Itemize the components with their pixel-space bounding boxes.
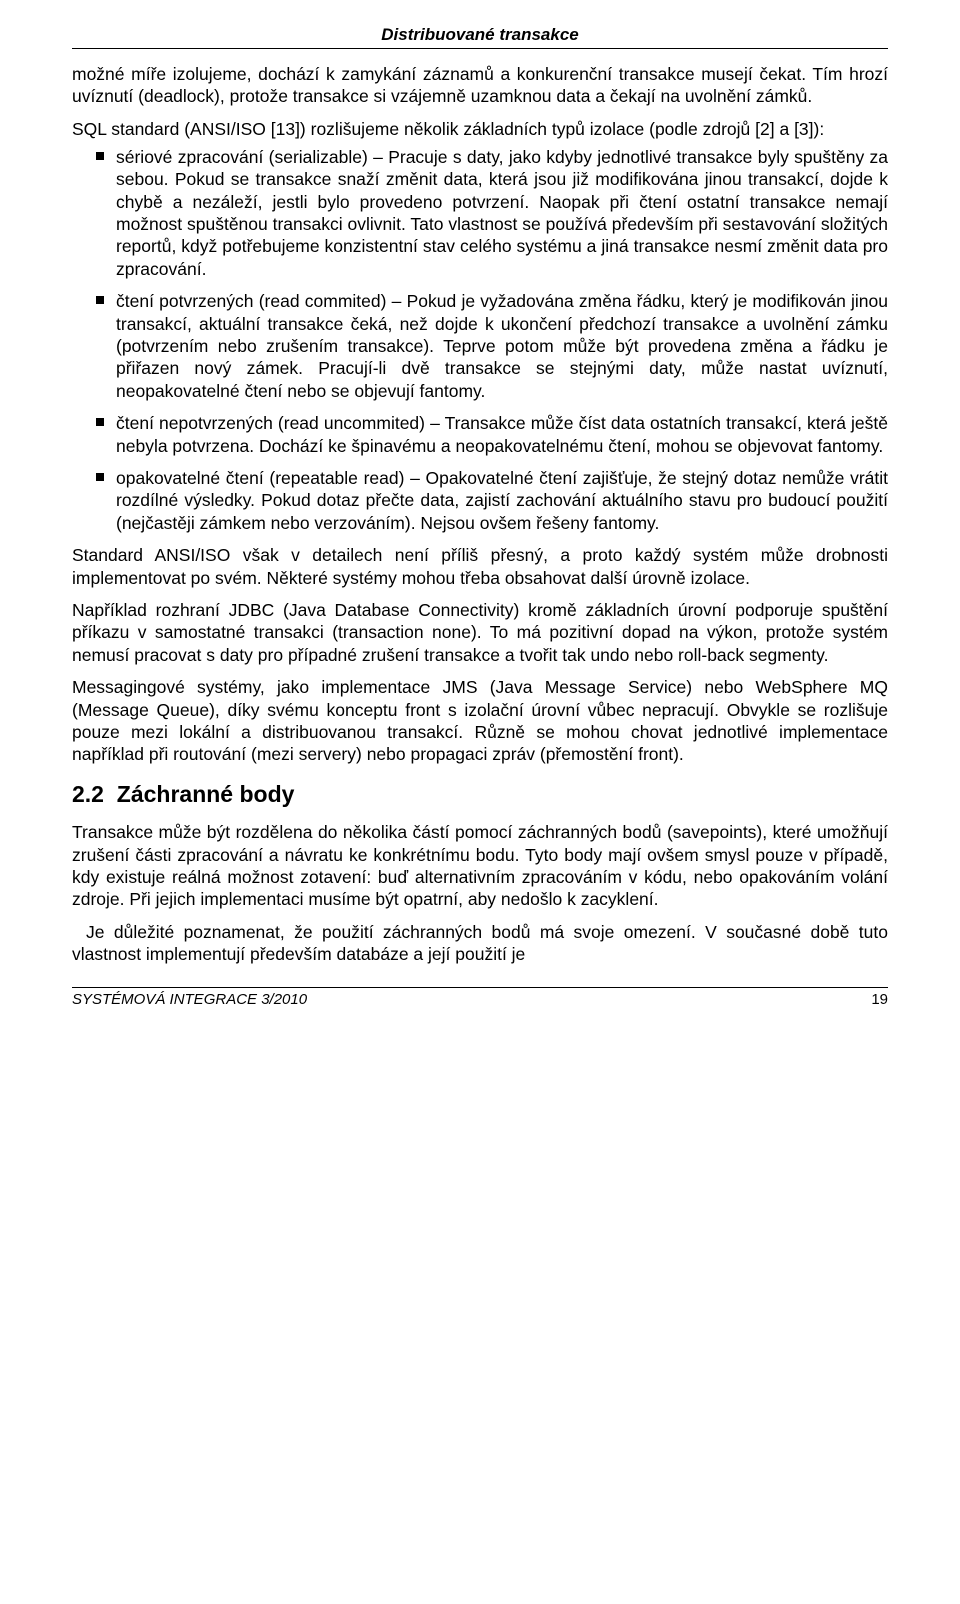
list-item: sériové zpracování (serializable) – Prac… [72,146,888,280]
paragraph-sql-lead: SQL standard (ANSI/ISO [13]) rozlišujeme… [72,118,888,140]
footer-journal: SYSTÉMOVÁ INTEGRACE 3/2010 [72,990,307,1009]
paragraph-intro: možné míře izolujeme, dochází k zamykání… [72,63,888,108]
list-item-text: čtení nepotvrzených (read uncommited) – … [116,413,888,455]
list-item-text: opakovatelné čtení (repeatable read) – O… [116,468,888,533]
paragraph-jdbc: Například rozhraní JDBC (Java Database C… [72,599,888,666]
list-item-text: sériové zpracování (serializable) – Prac… [116,147,888,279]
page-footer: SYSTÉMOVÁ INTEGRACE 3/2010 19 [72,987,888,1009]
list-item: opakovatelné čtení (repeatable read) – O… [72,467,888,534]
bullet-icon [96,473,104,481]
list-item: čtení potvrzených (read commited) – Poku… [72,290,888,402]
section-paragraph-1: Transakce může být rozdělena do několika… [72,821,888,911]
header-rule [72,48,888,49]
bullet-icon [96,152,104,160]
page-header-title: Distribuované transakce [72,24,888,46]
footer-page-number: 19 [871,990,888,1009]
section-heading: 2.2 Záchranné body [72,780,888,809]
section-number: 2.2 [72,781,104,807]
section-title: Záchranné body [117,781,295,807]
isolation-list: sériové zpracování (serializable) – Prac… [72,146,888,534]
footer-rule [72,987,888,988]
bullet-icon [96,418,104,426]
section-paragraph-2: Je důležité poznamenat, že použití záchr… [72,921,888,966]
bullet-icon [96,296,104,304]
list-item-text: čtení potvrzených (read commited) – Poku… [116,291,888,401]
paragraph-standard: Standard ANSI/ISO však v detailech není … [72,544,888,589]
list-item: čtení nepotvrzených (read uncommited) – … [72,412,888,457]
paragraph-messaging: Messagingové systémy, jako implementace … [72,676,888,766]
